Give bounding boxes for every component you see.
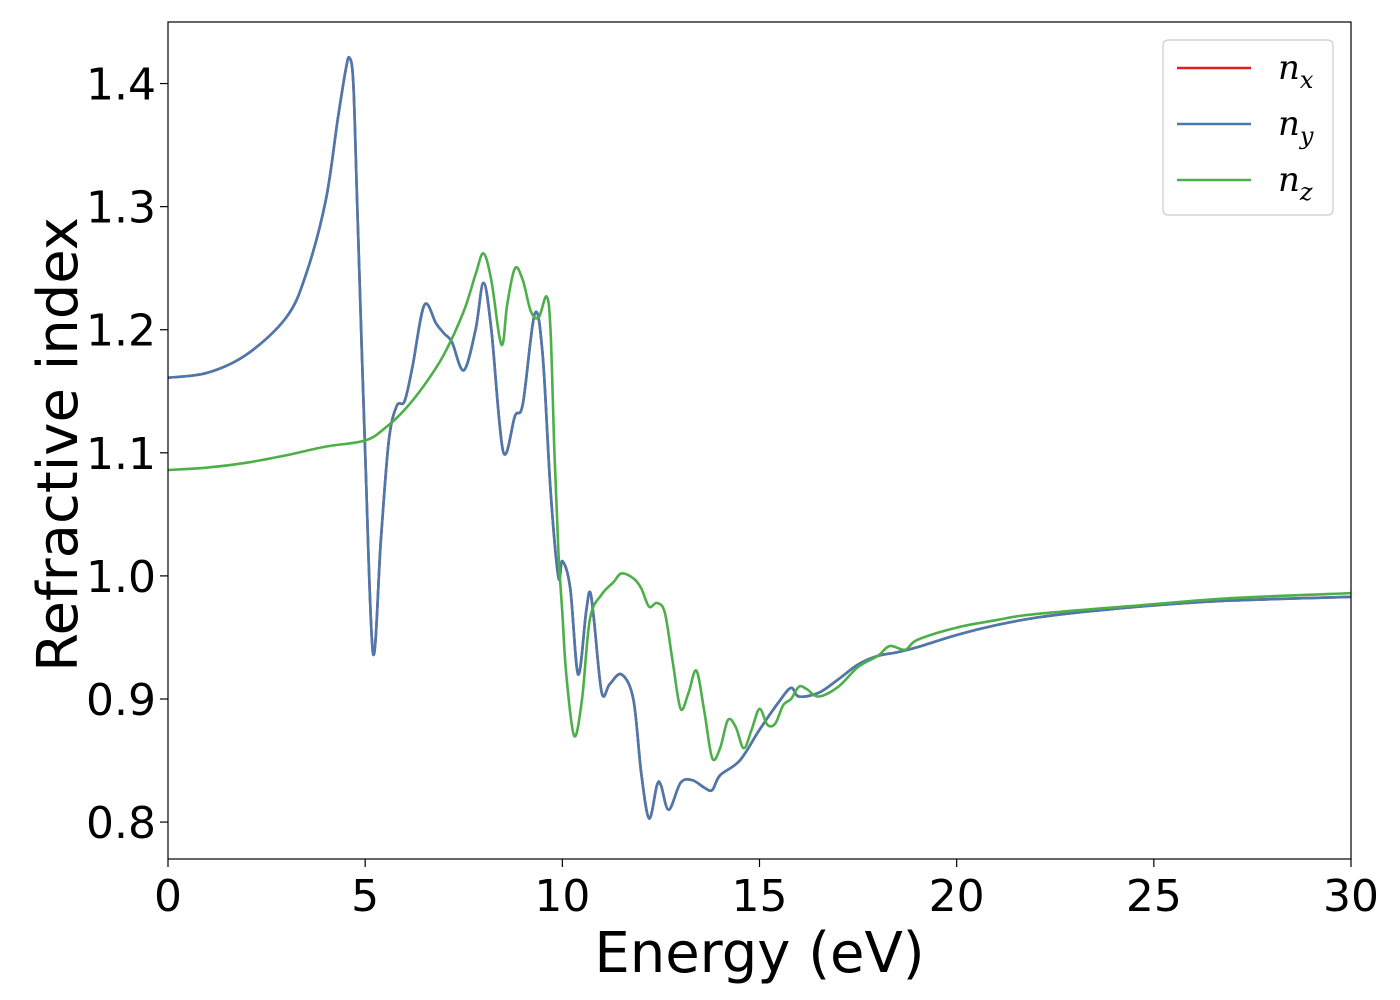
- legend-label-base: n: [1278, 104, 1300, 144]
- legend-label-sub: z: [1299, 178, 1313, 206]
- legend-label: nz: [1278, 160, 1313, 206]
- y-tick-label: 1.1: [86, 429, 156, 480]
- y-tick-label: 0.9: [86, 675, 156, 726]
- x-tick-label: 10: [534, 871, 590, 922]
- x-tick-label: 25: [1126, 871, 1182, 922]
- series-line-nz: [168, 252, 1351, 762]
- y-tick-label: 1.0: [86, 552, 156, 603]
- legend-label: nx: [1278, 48, 1314, 94]
- legend-label-base: n: [1278, 160, 1300, 200]
- legend-label-base: n: [1278, 48, 1300, 88]
- legend-box: [1162, 39, 1334, 216]
- y-tick-label: 0.8: [86, 798, 156, 849]
- legend-label-sub: x: [1300, 66, 1314, 94]
- y-tick-label: 1.4: [86, 60, 156, 111]
- legend-label-sub: y: [1299, 122, 1314, 150]
- series-line-ny: [168, 55, 1351, 820]
- y-axis-label: Refractive index: [26, 217, 91, 672]
- x-tick-label: 30: [1323, 871, 1379, 922]
- y-tick-label: 1.2: [86, 306, 156, 357]
- series-layer: [168, 55, 1351, 820]
- x-tick-label: 5: [351, 871, 379, 922]
- x-axis-label: Energy (eV): [594, 921, 924, 986]
- x-tick-label: 0: [154, 871, 182, 922]
- x-axis-ticks: 0 5 10 15 20 25 30: [154, 859, 1379, 922]
- x-tick-label: 20: [929, 871, 985, 922]
- y-axis-ticks: 0.8 0.9 1.0 1.1 1.2 1.3 1.4: [86, 60, 168, 849]
- x-tick-label: 15: [732, 871, 788, 922]
- y-tick-label: 1.3: [86, 183, 156, 234]
- legend-label: ny: [1278, 104, 1314, 150]
